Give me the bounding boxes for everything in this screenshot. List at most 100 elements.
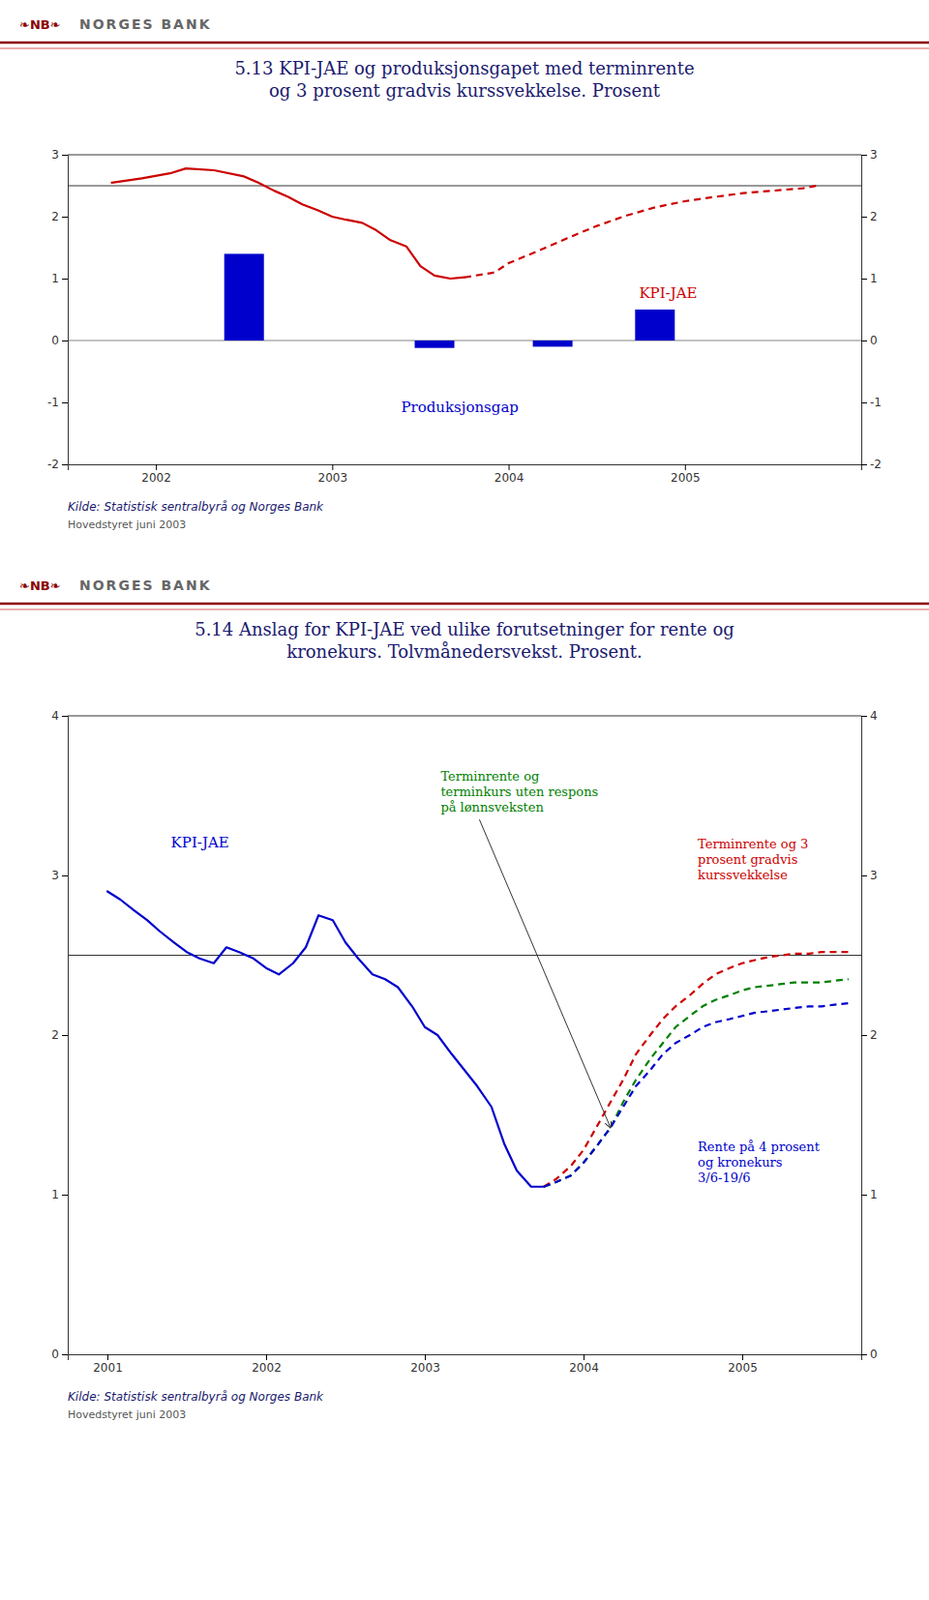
tick-label: 1 [869,1188,878,1202]
tick-mark [861,1354,868,1356]
line [543,1003,849,1188]
tick-label: 2005 [727,1361,758,1376]
tick-mark [107,1354,109,1361]
tick: 3 [51,869,68,883]
tick: 4 [51,709,68,723]
tick-label: 2005 [670,471,701,485]
tick-mark [61,875,68,877]
text-line: på lønnsveksten [440,800,544,815]
text-line: og kronekurs [697,1155,782,1170]
axis-line [862,717,869,1356]
tick: 3 [861,869,878,883]
tick-mark [61,1195,68,1197]
tick: 3 [51,148,68,162]
tick-mark [583,1354,585,1361]
line [543,952,849,1188]
line [112,168,465,279]
text-line: kurssvekkelse [697,867,788,882]
axis-line [61,717,69,1356]
tick-label: -1 [869,395,882,410]
axis-line [68,1355,863,1362]
bar [533,340,573,347]
tick: 2 [51,209,68,224]
reference-line [67,185,862,187]
text-line: KPI-JAE [638,284,697,302]
text-line: 5.14 Anslag for KPI-JAE ved ulike foruts… [194,619,735,640]
header-rule [0,48,929,50]
tick-mark [861,1195,868,1197]
y-axis: -2 -1 0 1 2 3 [47,148,68,472]
tick-label: 2002 [251,1361,282,1376]
text-line: 5.13 KPI-JAE og produksjonsgapet med ter… [234,58,694,79]
tick: 4 [861,709,878,723]
title: 5.13 KPI-JAE og produksjonsgapet med ter… [234,58,694,101]
text-line: KPI-JAE [171,834,230,852]
tick: 0 [861,333,878,348]
tick-label: 2 [51,1028,60,1043]
header-name: NORGES BANK [79,577,211,594]
series-label: Terminrente og 3prosent gradviskurssvekk… [697,836,809,882]
tick-mark [61,340,68,342]
tick-label: 2004 [569,1361,600,1376]
tick-label: 2 [869,1028,878,1043]
tick: 0 [51,333,68,348]
tick-mark [742,1354,744,1361]
text-line: 3/6-19/6 [697,1170,751,1186]
y2-axis: 0 1 2 3 4 [861,709,878,1362]
text-line: terminkurs uten respons [440,784,599,800]
header-logo: ❧NB❧ [19,578,61,594]
tick: 1 [51,1188,68,1202]
tick-mark [61,402,68,404]
tick: 1 [861,1188,878,1202]
tick-mark [61,154,68,156]
tick-mark [424,1354,426,1361]
tick-label: 3 [869,869,878,883]
frame [67,716,862,718]
x-axis: 20012002200320042005 [68,1354,863,1376]
plot-area [67,892,862,1188]
axis-line [61,155,69,466]
tick-label: -1 [47,395,60,410]
series-label: Terminrente ogterminkurs uten responspå … [440,769,599,815]
bar [224,253,265,341]
source: Kilde: Statistisk sentralbyrå og Norges … [67,500,325,514]
tick: -1 [861,395,882,410]
tick-label: 3 [51,869,60,883]
tick-label: 2003 [318,471,349,485]
tick-mark [861,875,868,877]
tick-mark [155,464,157,471]
tick: 2005 [727,1354,758,1376]
tick-mark [266,1354,268,1361]
tick: 2 [51,1028,68,1043]
tick-label: 4 [51,709,60,723]
header-name: NORGES BANK [79,16,211,32]
page: ❧NB❧ NORGES BANK 5.13 KPI-JAE og produksjo… [0,0,929,1600]
tick: 1 [51,271,68,286]
series-label: Rente på 4 prosentog kronekurs3/6-19/6 [697,1139,821,1186]
line [107,892,544,1188]
tick: -2 [47,457,68,472]
tick-label: 2002 [141,471,172,485]
tick-mark [61,464,68,466]
tick: -1 [47,395,68,410]
tick-mark [61,216,68,218]
tick: 2001 [92,1354,123,1376]
annotation-arrow [479,819,610,1128]
tick-mark [861,716,868,718]
tick-label: 1 [51,1188,60,1202]
tick-label: 2 [869,209,878,224]
tick-label: 0 [869,1348,878,1362]
tick-label: 0 [51,333,60,348]
series-label: KPI-JAE [171,834,230,852]
tick-label: 1 [51,271,60,286]
tick-mark [331,464,333,471]
tick-mark [861,154,868,156]
tick-label: 3 [51,148,60,162]
tick: 2002 [141,464,172,485]
tick: 2002 [251,1354,282,1376]
frame [67,154,862,156]
tick-mark [61,278,68,280]
tick-label: 0 [51,1348,60,1362]
tick: 2005 [670,464,701,485]
text-line: og 3 prosent gradvis kurssvekkelse. Pros… [269,80,661,101]
